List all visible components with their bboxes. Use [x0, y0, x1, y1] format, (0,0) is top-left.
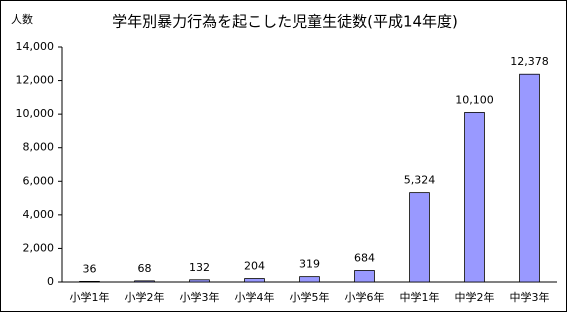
x-tick-label: 中学3年	[510, 290, 550, 304]
y-tick-label: 0	[47, 275, 54, 288]
y-tick-label: 14,000	[16, 40, 55, 53]
x-tick-label: 中学1年	[400, 290, 440, 304]
x-tick-label: 小学1年	[70, 290, 110, 304]
x-tick-label: 小学3年	[180, 290, 220, 304]
bar	[354, 270, 375, 283]
bar	[409, 192, 430, 283]
bar	[244, 278, 265, 283]
value-label: 36	[83, 262, 97, 275]
value-label: 684	[354, 252, 375, 265]
y-tick-label: 10,000	[16, 107, 55, 120]
x-tick-label: 中学2年	[455, 290, 495, 304]
y-axis-label: 人数	[11, 13, 33, 26]
value-label: 68	[138, 262, 152, 275]
bar	[189, 279, 210, 283]
x-tick-label: 小学4年	[235, 290, 275, 304]
bar	[134, 280, 155, 283]
y-tick-label: 12,000	[16, 74, 55, 87]
value-label: 132	[189, 261, 210, 274]
value-label: 10,100	[455, 93, 494, 106]
y-tick-label: 8,000	[23, 141, 55, 154]
chart-title: 学年別暴力行為を起こした児童生徒数(平成14年度)	[112, 13, 458, 31]
bar	[464, 112, 485, 283]
y-tick-label: 6,000	[23, 174, 55, 187]
value-label: 204	[244, 260, 265, 273]
value-label: 5,324	[404, 174, 436, 187]
y-tick-label: 2,000	[23, 241, 55, 254]
value-label: 12,378	[510, 55, 549, 68]
x-tick-label: 小学6年	[345, 290, 385, 304]
value-label: 319	[299, 258, 320, 271]
x-tick-label: 小学2年	[125, 290, 165, 304]
bar	[299, 276, 320, 283]
bar	[79, 280, 100, 283]
bar	[519, 73, 540, 283]
x-tick-label: 小学5年	[290, 290, 330, 304]
y-tick-label: 4,000	[23, 208, 55, 221]
